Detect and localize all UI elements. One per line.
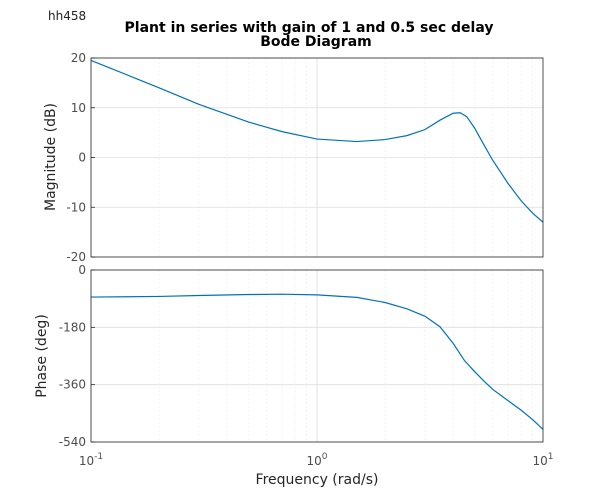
figure-tag: hh458: [48, 9, 86, 23]
phase-ytick-label: 0: [78, 263, 86, 277]
chart-title: Plant in series with gain of 1 and 0.5 s…: [125, 20, 494, 36]
phase-y-ticks: -540 -360 -180 0: [59, 263, 95, 449]
magnitude-ytick-label: -10: [66, 200, 86, 214]
magnitude-ytick-label: 20: [71, 51, 86, 65]
magnitude-y-ticks: -20 -10 0 10 20: [66, 51, 95, 264]
phase-ytick-label: -180: [59, 320, 86, 334]
magnitude-ylabel: Magnitude (dB): [43, 103, 59, 211]
magnitude-ytick-label: 10: [71, 101, 86, 115]
phase-subplot: -540 -360 -180 0 Phase (deg): [34, 263, 544, 449]
magnitude-ytick-label: -20: [66, 250, 86, 264]
x-tick-labels: 10-1 100 101: [79, 452, 554, 468]
xtick-label: 10-1: [79, 452, 103, 468]
phase-ytick-label: -540: [59, 435, 86, 449]
xtick-label: 101: [532, 452, 553, 468]
xtick-label: 100: [306, 452, 327, 468]
phase-ylabel: Phase (deg): [34, 314, 50, 398]
phase-series-line: [90, 293, 544, 430]
x-axis-label: Frequency (rad/s): [256, 472, 379, 488]
phase-ytick-label: -360: [59, 378, 86, 392]
phase-axes-box: [90, 269, 544, 443]
chart-subtitle: Bode Diagram: [260, 34, 372, 50]
magnitude-subplot: -20 -10 0 10 20 Magnitude (dB): [43, 51, 544, 264]
magnitude-ytick-label: 0: [78, 151, 86, 165]
magnitude-series-line: [90, 59, 544, 223]
